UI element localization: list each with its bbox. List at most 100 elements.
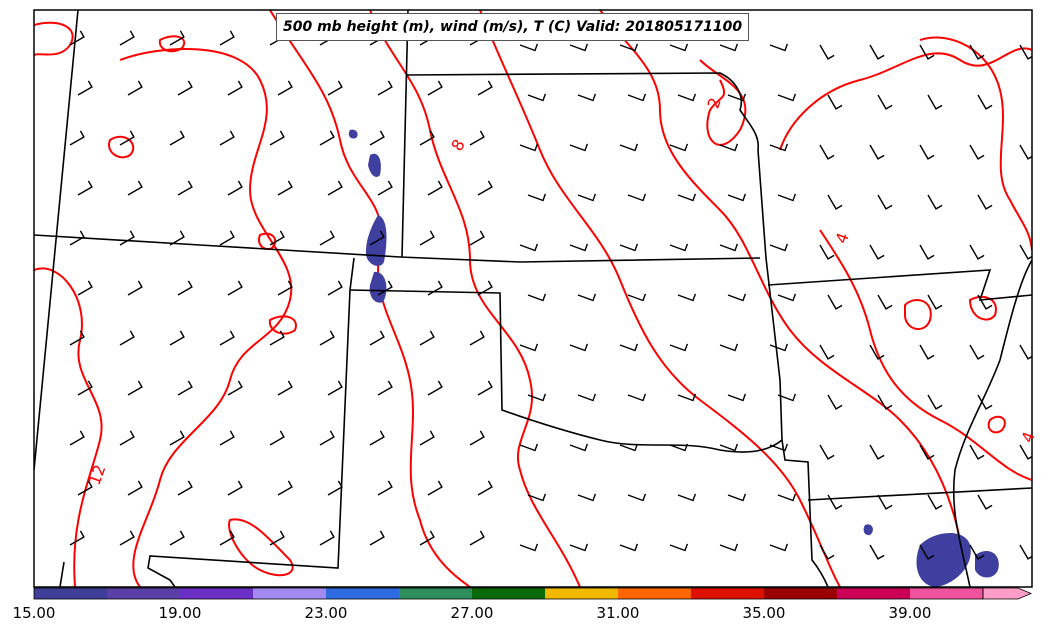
- wind-barb: [327, 380, 343, 396]
- temperature-contour: [479, 10, 841, 587]
- wind-barb: [969, 44, 985, 60]
- wind-barb: [227, 480, 243, 496]
- wind-barb: [569, 543, 589, 552]
- wind-barb: [827, 494, 843, 510]
- wind-barb: [177, 480, 193, 496]
- precip-area: [369, 271, 387, 303]
- colorbar-tick-label: 15.00: [12, 604, 56, 622]
- wind-barb: [627, 93, 647, 102]
- wind-barb: [777, 393, 797, 402]
- wind-barb: [77, 380, 93, 396]
- wind-barb: [319, 230, 335, 246]
- wind-barb: [827, 94, 843, 110]
- colorbar-segment: [326, 588, 399, 599]
- wind-barb: [669, 443, 689, 452]
- wind-barb: [269, 230, 285, 246]
- wind-barb: [369, 230, 385, 246]
- wind-barb: [477, 280, 493, 296]
- wind-barb: [577, 93, 597, 102]
- colorbar-tick-label: 31.00: [596, 604, 640, 622]
- wind-barb: [327, 80, 343, 96]
- wind-barb: [527, 93, 547, 102]
- wind-barb: [927, 194, 943, 210]
- wind-barb: [777, 293, 797, 302]
- wind-barb: [777, 493, 797, 502]
- wind-barb: [827, 194, 843, 210]
- colorbar-segment: [399, 588, 472, 599]
- wind-barb: [619, 243, 639, 252]
- wind-barb: [977, 394, 993, 410]
- wind-barb: [627, 393, 647, 402]
- state-boundary: [406, 72, 767, 259]
- wind-barb: [569, 143, 589, 152]
- wind-barb: [819, 44, 835, 60]
- wind-barb: [869, 544, 885, 560]
- wind-barb: [727, 393, 747, 402]
- colorbar-tick-label: 39.00: [888, 604, 932, 622]
- wind-barb: [919, 444, 935, 460]
- wind-barb: [1019, 244, 1032, 260]
- wind-barb: [169, 230, 185, 246]
- wind-barb: [69, 30, 85, 46]
- precip-area: [863, 524, 873, 536]
- wind-barb: [369, 130, 385, 146]
- wind-barb: [377, 380, 393, 396]
- temperature-contour: [919, 36, 1032, 251]
- state-boundary: [401, 10, 409, 258]
- wind-barb: [1019, 44, 1032, 60]
- colorbar-segment: [910, 588, 983, 599]
- wind-barb: [1019, 144, 1032, 160]
- wind-barb: [127, 80, 143, 96]
- wind-barb: [919, 144, 935, 160]
- wind-barb: [127, 280, 143, 296]
- wind-barb: [769, 443, 789, 452]
- wind-barb: [977, 294, 993, 310]
- colorbar-extension: [982, 587, 1033, 600]
- wind-barb: [477, 180, 493, 196]
- wind-barb: [719, 543, 739, 552]
- wind-barb: [719, 343, 739, 352]
- wind-barb: [227, 380, 243, 396]
- wind-barb: [569, 343, 589, 352]
- wind-barb: [669, 43, 689, 52]
- wind-barb: [327, 280, 343, 296]
- wind-barbs: [69, 30, 1032, 560]
- wind-barb: [619, 343, 639, 352]
- wind-barb: [927, 94, 943, 110]
- temperature-contour: [904, 299, 932, 330]
- wind-barb: [469, 530, 485, 546]
- wind-barb: [177, 280, 193, 296]
- wind-barb: [877, 194, 893, 210]
- colorbar-segment: [253, 588, 326, 599]
- wind-barb: [177, 380, 193, 396]
- wind-barb: [69, 430, 85, 446]
- state-boundary: [349, 289, 783, 453]
- wind-barb: [419, 430, 435, 446]
- state-boundary: [34, 234, 761, 263]
- state-boundary: [59, 561, 65, 587]
- wind-barb: [1019, 444, 1032, 460]
- wind-barb: [69, 230, 85, 246]
- wind-barb: [269, 430, 285, 446]
- temperature-contour: [158, 35, 186, 53]
- wind-barb: [69, 530, 85, 546]
- wind-barb: [169, 130, 185, 146]
- precip-area: [365, 215, 387, 266]
- wind-barb: [527, 193, 547, 202]
- wind-barb: [119, 330, 135, 346]
- wind-barb: [169, 30, 185, 46]
- wind-barb: [219, 430, 235, 446]
- wind-barb: [727, 493, 747, 502]
- temperature-contour: [987, 415, 1006, 434]
- wind-barb: [719, 243, 739, 252]
- colorbar-tick-label: 27.00: [450, 604, 494, 622]
- wind-barb: [119, 30, 135, 46]
- colorbar-segment: [618, 588, 691, 599]
- wind-barb: [477, 480, 493, 496]
- wind-barb: [669, 543, 689, 552]
- state-boundary: [807, 487, 1032, 501]
- wind-barb: [569, 443, 589, 452]
- wind-barb: [619, 43, 639, 52]
- wind-barb: [377, 280, 393, 296]
